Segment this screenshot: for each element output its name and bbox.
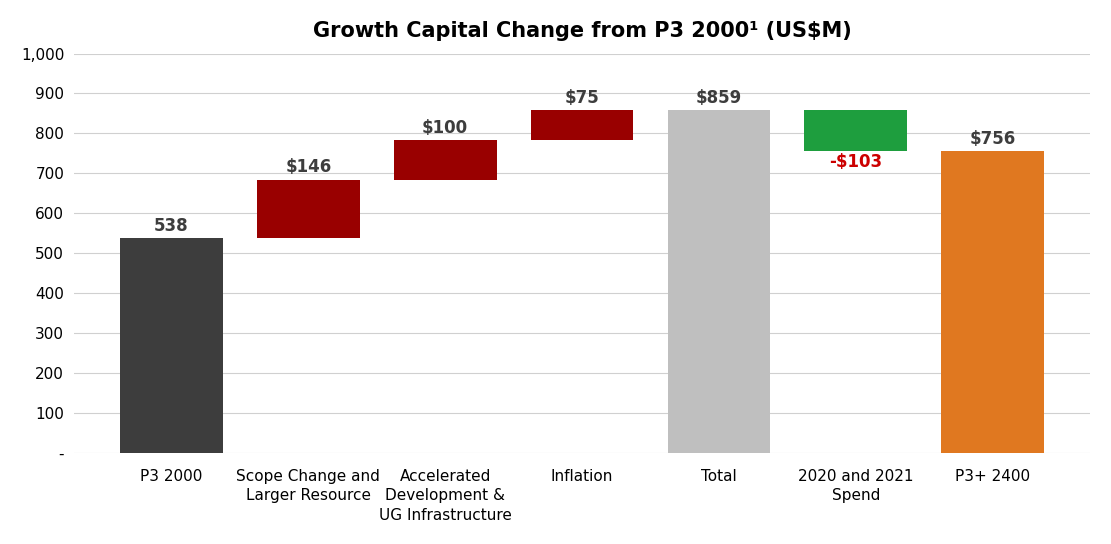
Text: $146: $146 <box>286 158 331 176</box>
Text: $100: $100 <box>422 119 468 137</box>
Bar <box>120 238 223 453</box>
Text: -$103: -$103 <box>829 153 882 171</box>
Text: 538: 538 <box>154 217 189 234</box>
Bar <box>941 151 1044 453</box>
Text: $859: $859 <box>695 89 742 107</box>
Bar <box>394 140 497 180</box>
Bar <box>531 110 633 140</box>
Bar <box>804 110 907 151</box>
Text: $75: $75 <box>564 89 600 107</box>
Title: Growth Capital Change from P3 2000¹ (US$M): Growth Capital Change from P3 2000¹ (US$… <box>312 21 851 41</box>
Text: $756: $756 <box>970 129 1015 147</box>
Bar <box>668 110 770 453</box>
Bar <box>257 180 360 238</box>
